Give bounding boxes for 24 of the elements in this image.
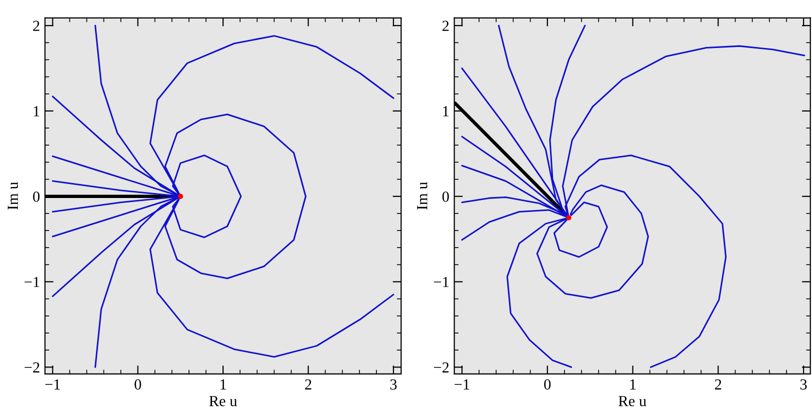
x-axis-title: Re u — [618, 396, 646, 406]
y-tick-label: 1 — [34, 106, 40, 116]
x-tick-label: 2 — [305, 379, 312, 390]
x-tick-label: 1 — [220, 379, 226, 390]
x-tick-label: 3 — [390, 379, 397, 390]
y-tick-label: 0 — [442, 192, 449, 202]
y-tick-label: −2 — [434, 362, 449, 372]
y-tick-label: −1 — [24, 276, 40, 288]
y-tick-label: 2 — [33, 20, 40, 31]
x-tick-label: 1 — [630, 379, 636, 390]
x-tick-label: −1 — [454, 379, 470, 390]
y-axis-title: Im u — [8, 182, 18, 210]
y-axis-title: Im u — [417, 182, 428, 210]
y-tick-label: 1 — [443, 106, 449, 116]
x-tick-label: −1 — [45, 379, 60, 390]
y-tick-label: −2 — [24, 362, 40, 372]
x-tick-label: 3 — [800, 379, 807, 390]
y-tick-label: −1 — [434, 276, 449, 288]
x-axis-title: Re u — [209, 396, 238, 406]
x-tick-label: 0 — [134, 379, 142, 390]
x-tick-label: 2 — [715, 379, 722, 390]
x-tick-label: 0 — [544, 379, 551, 390]
y-tick-label: 0 — [33, 192, 40, 202]
y-tick-label: 2 — [442, 20, 449, 31]
